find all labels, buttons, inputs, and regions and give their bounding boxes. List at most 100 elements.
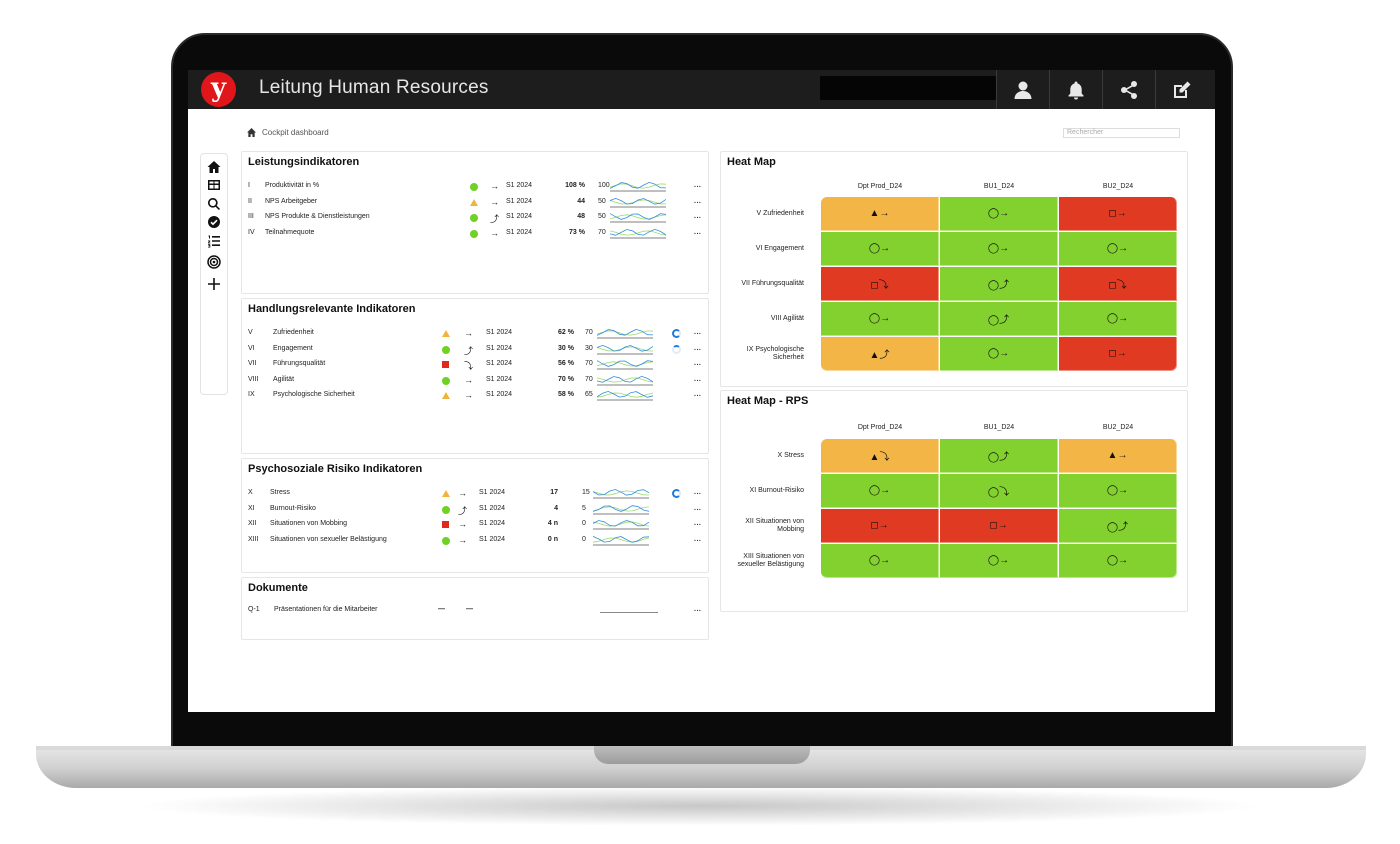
heatmap-cell[interactable]: ◯⤴ bbox=[940, 302, 1058, 336]
heatmap-cell[interactable]: ◻⤵ bbox=[1059, 267, 1177, 301]
heatmap-cell[interactable]: ◻→ bbox=[1059, 337, 1177, 371]
nav-home[interactable] bbox=[207, 160, 221, 174]
indicator-row[interactable]: XII Situationen von Mobbing → S1 2024 4 n 0..… bbox=[242, 519, 708, 532]
status-green-icon bbox=[442, 345, 450, 354]
nav-search[interactable] bbox=[207, 197, 221, 211]
row-name: Situationen von Mobbing bbox=[270, 520, 348, 527]
heatmap-cell[interactable]: ◻→ bbox=[1059, 197, 1177, 231]
nav-check[interactable] bbox=[207, 215, 221, 229]
share-icon bbox=[1120, 80, 1137, 99]
sparkline-wrap bbox=[596, 374, 654, 388]
heatmap-cell[interactable]: ◯⤵ bbox=[940, 474, 1058, 508]
heatmap-cell[interactable]: ◯→ bbox=[1059, 302, 1177, 336]
indicator-row[interactable]: II NPS Arbeitgeber → S1 2024 44 50... bbox=[242, 197, 708, 210]
row-target: 30 bbox=[585, 344, 593, 352]
more-button[interactable]: ... bbox=[694, 228, 702, 236]
nav-list[interactable] bbox=[207, 234, 221, 248]
heatmap-cell[interactable]: ◯→ bbox=[1059, 474, 1177, 508]
more-button[interactable]: ... bbox=[694, 606, 702, 613]
more-button[interactable]: ... bbox=[694, 375, 702, 383]
more-button[interactable]: ... bbox=[694, 329, 702, 336]
heatmap-cell[interactable]: ◯→ bbox=[821, 302, 939, 336]
heatmap-cell[interactable]: ◯→ bbox=[940, 197, 1058, 231]
heatmap-row-label: VI Engagement bbox=[755, 245, 804, 252]
logo[interactable]: y bbox=[201, 72, 236, 107]
nav-add[interactable] bbox=[207, 277, 221, 291]
redacted-area bbox=[310, 76, 630, 102]
heatmap-cell[interactable]: ◯→ bbox=[1059, 232, 1177, 266]
more-button[interactable]: ... bbox=[694, 504, 702, 512]
indicator-row[interactable]: VIII Agilität → S1 2024 70 % 70... bbox=[242, 374, 708, 388]
nav-target[interactable] bbox=[207, 255, 221, 269]
indicator-row[interactable]: Q-1 Präsentationen für die Mitarbeiter — —.… bbox=[242, 606, 708, 618]
heatmap-cell[interactable]: ◯→ bbox=[940, 232, 1058, 266]
indicator-row[interactable]: X Stress → S1 2024 17 15... bbox=[242, 488, 708, 501]
row-period: S1 2024 bbox=[479, 520, 506, 527]
more-button[interactable]: ... bbox=[694, 213, 702, 220]
indicator-row[interactable]: XIII Situationen von sexueller Belästigun… bbox=[242, 535, 708, 548]
heatmap-row-label: XIII Situationen von sexueller Belästigu… bbox=[737, 553, 804, 568]
more-button[interactable]: ... bbox=[694, 520, 702, 527]
row-number: IV bbox=[248, 228, 255, 236]
heatmap-cell[interactable]: ◯→ bbox=[821, 474, 939, 508]
heatmap-column-header: BU1_D24 bbox=[983, 183, 1015, 190]
heatmap-cell[interactable]: ◯→ bbox=[940, 337, 1058, 371]
heatmap-cell[interactable]: ◻⤵ bbox=[821, 267, 939, 301]
row-value: 62 % bbox=[558, 329, 574, 336]
indicator-row[interactable]: I Produktivität in % → S1 2024 108 % 100... bbox=[242, 181, 708, 194]
user-button[interactable] bbox=[996, 70, 1048, 109]
row-name: Stress bbox=[270, 489, 290, 496]
more-button[interactable]: ... bbox=[694, 344, 702, 352]
row-number: X bbox=[248, 489, 253, 496]
indicator-row[interactable]: V Zufriedenheit → S1 2024 62 % 70... bbox=[242, 327, 708, 341]
heatmap-cell[interactable]: ◯→ bbox=[1059, 544, 1177, 578]
search-input[interactable]: Rechercher bbox=[1063, 128, 1180, 138]
heatmap-cell[interactable]: ▲→ bbox=[821, 197, 939, 231]
panel-psychosoziale-risiko-indikatoren: Psychosoziale Risiko Indikatoren X Stress… bbox=[241, 458, 709, 573]
sparkline-wrap bbox=[596, 327, 654, 341]
more-button[interactable]: ... bbox=[694, 197, 702, 205]
more-button[interactable]: ... bbox=[694, 182, 702, 189]
indicator-row[interactable]: IV Teilnahmequote → S1 2024 73 % 70... bbox=[242, 228, 708, 241]
row-period: S1 2024 bbox=[486, 375, 513, 383]
panel-dokumente: Dokumente Q-1 Präsentationen für die Mita… bbox=[241, 577, 709, 640]
share-button[interactable] bbox=[1102, 70, 1154, 109]
heatmap-cell[interactable]: ◻→ bbox=[821, 509, 939, 543]
more-button[interactable]: ... bbox=[694, 391, 702, 398]
indicator-row[interactable]: VI Engagement ⤴ S1 2024 30 % 30... bbox=[242, 344, 708, 357]
more-button[interactable]: ... bbox=[694, 489, 702, 496]
laptop-shadow bbox=[130, 786, 1270, 826]
more-button[interactable]: ... bbox=[694, 360, 702, 367]
status-red-icon bbox=[442, 361, 449, 368]
status-orange-icon bbox=[470, 198, 478, 206]
trend-arrow: → bbox=[458, 519, 467, 529]
heatmap-cell[interactable]: ▲⤴ bbox=[821, 337, 939, 371]
row-name: Engagement bbox=[273, 344, 313, 352]
breadcrumb-label[interactable]: Cockpit dashboard bbox=[262, 128, 329, 137]
indicator-row[interactable]: III NPS Produkte & Dienstleistungen ⤴ S1 20… bbox=[242, 213, 708, 225]
heatmap-cell[interactable]: ◯⤴ bbox=[940, 267, 1058, 301]
indicator-row[interactable]: IX Psychologische Sicherheit → S1 2024 58 % 6… bbox=[242, 390, 708, 403]
home-icon[interactable] bbox=[247, 128, 256, 137]
heatmap-cell[interactable]: ◯→ bbox=[821, 232, 939, 266]
heatmap-cell[interactable]: ◻→ bbox=[940, 509, 1058, 543]
indicator-row[interactable]: VII Führungsqualität ⤵ S1 2024 56 % 70... bbox=[242, 360, 708, 372]
heatmap-cell[interactable]: ◯→ bbox=[940, 544, 1058, 578]
status-green-icon bbox=[470, 183, 478, 191]
more-button[interactable]: ... bbox=[694, 535, 702, 543]
heatmap-cell[interactable]: ▲→ bbox=[1059, 439, 1177, 473]
notifications-button[interactable] bbox=[1049, 70, 1101, 109]
edit-button[interactable] bbox=[1155, 70, 1207, 109]
nav-table[interactable] bbox=[207, 178, 221, 192]
bell-icon bbox=[1068, 81, 1083, 99]
heatmap-cell[interactable]: ◯⤴ bbox=[1059, 509, 1177, 543]
heatmap-cell[interactable]: ◯⤴ bbox=[940, 439, 1058, 473]
indicator-row[interactable]: XI Burnout-Risiko ⤴ S1 2024 4 5... bbox=[242, 505, 708, 517]
sparkline bbox=[609, 197, 667, 207]
heatmap-cell[interactable]: ▲⤵ bbox=[821, 439, 939, 473]
trend-arrow: ⤴ bbox=[464, 345, 474, 356]
row-target: 50 bbox=[598, 213, 606, 220]
heatmap-cell[interactable]: ◯→ bbox=[821, 544, 939, 578]
heatmap-column-header: BU2_D24 bbox=[1102, 424, 1134, 431]
